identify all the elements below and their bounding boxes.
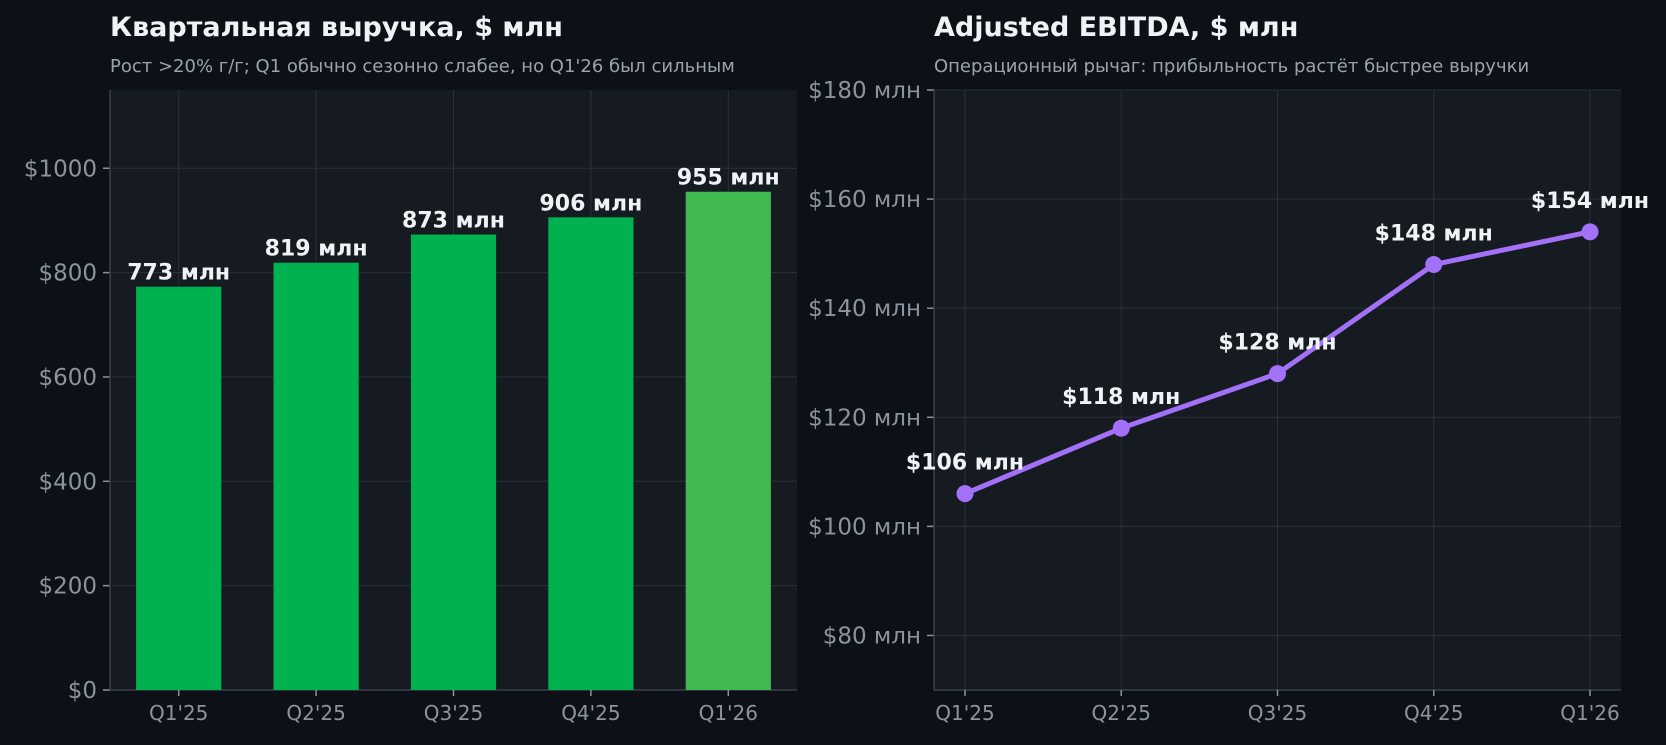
revenue-ytick-label: $0	[68, 678, 97, 704]
revenue-bar	[273, 262, 359, 690]
ebitda-xtick-label: Q3'25	[1248, 701, 1307, 725]
ebitda-point	[1581, 223, 1599, 241]
revenue-bar	[136, 286, 222, 690]
revenue-bar	[410, 234, 497, 691]
ebitda-point-value-label: $154 млн	[1531, 189, 1649, 214]
revenue-bar-value-label: 819 млн	[265, 237, 368, 262]
ebitda-ytick-label: $80 млн	[823, 623, 921, 649]
ebitda-point	[956, 485, 974, 503]
revenue-chart: $0 $200 $400 $600 $800 $1000 773 млн 819 млн 873…	[24, 12, 797, 725]
ebitda-point-value-label: $128 млн	[1218, 331, 1336, 356]
revenue-chart-subtitle: Рост >20% г/г; Q1 обычно сезонно слабее,…	[110, 56, 735, 77]
ebitda-point-value-label: $118 млн	[1062, 385, 1180, 410]
revenue-xtick-label: Q2'25	[286, 701, 345, 725]
revenue-xtick-label: Q3'25	[424, 701, 483, 725]
ebitda-chart-title: Adjusted EBITDA, $ млн	[934, 12, 1298, 43]
revenue-ytick-label: $600	[38, 365, 97, 391]
ebitda-chart: $80 млн $100 млн $120 млн $140 млн $160 млн $…	[808, 12, 1649, 725]
revenue-ytick-label: $800	[38, 261, 97, 287]
ebitda-xtick-label: Q4'25	[1404, 701, 1463, 725]
ebitda-xtick-label: Q1'25	[935, 701, 994, 725]
revenue-ytick-label: $400	[38, 469, 97, 495]
ebitda-point-value-label: $148 млн	[1375, 222, 1493, 247]
ebitda-ytick-label: $120 млн	[808, 405, 921, 431]
revenue-bar-value-label: 955 млн	[677, 166, 780, 191]
ebitda-ytick-label: $160 млн	[808, 187, 921, 213]
ebitda-chart-subtitle: Операционный рычаг: прибыльность растёт …	[934, 56, 1529, 77]
ebitda-point	[1112, 419, 1130, 437]
revenue-xtick-label: Q1'25	[149, 701, 208, 725]
ebitda-point-value-label: $106 млн	[906, 451, 1024, 476]
revenue-xtick-label: Q1'26	[699, 701, 758, 725]
ebitda-ytick-label: $180 млн	[808, 78, 921, 104]
revenue-xtick-label: Q4'25	[561, 701, 620, 725]
revenue-bar	[548, 217, 634, 690]
revenue-bar	[685, 191, 771, 690]
ebitda-point	[1425, 256, 1443, 274]
ebitda-point	[1269, 365, 1286, 383]
revenue-ytick-label: $1000	[24, 156, 97, 182]
revenue-bar-value-label: 873 млн	[402, 209, 505, 234]
revenue-chart-title: Квартальная выручка, $ млн	[110, 12, 563, 43]
revenue-bar-value-label: 773 млн	[127, 261, 230, 286]
revenue-ytick-label: $200	[38, 574, 97, 600]
ebitda-xtick-label: Q1'26	[1560, 701, 1619, 725]
ebitda-ytick-label: $100 млн	[808, 514, 921, 540]
revenue-bar-value-label: 906 млн	[539, 191, 642, 216]
ebitda-ytick-label: $140 млн	[808, 296, 921, 322]
ebitda-xtick-label: Q2'25	[1092, 701, 1151, 725]
